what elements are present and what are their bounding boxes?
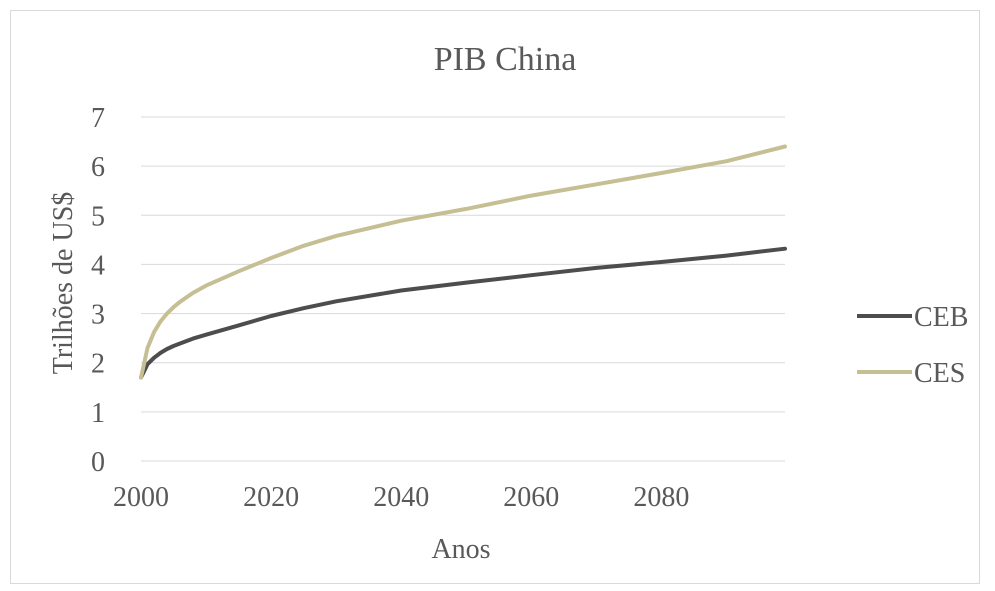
legend: CEB CES <box>857 302 968 389</box>
gridlines <box>141 116 785 462</box>
legend-label-ces: CES <box>914 358 965 389</box>
legend-label-ceb: CEB <box>914 302 968 333</box>
x-axis-title: Anos <box>431 534 490 565</box>
x-tick-label: 2080 <box>633 482 689 513</box>
y-tick-label: 6 <box>91 152 105 183</box>
series-line-ces <box>139 144 787 380</box>
series-line-ceb <box>139 246 787 380</box>
y-tick-label: 4 <box>91 250 105 281</box>
x-tick-label: 2040 <box>373 482 429 513</box>
x-tick-label: 2060 <box>503 482 559 513</box>
axis-ticks: 0 1 2 3 4 5 6 7 2000 2020 2040 2060 2080 <box>91 103 689 513</box>
chart-title: PIB China <box>434 41 577 78</box>
y-tick-label: 1 <box>91 398 105 429</box>
y-tick-label: 2 <box>91 349 105 380</box>
y-tick-label: 0 <box>91 447 105 478</box>
y-tick-label: 5 <box>91 201 105 232</box>
x-tick-label: 2020 <box>243 482 299 513</box>
series-lines <box>139 144 787 380</box>
y-tick-label: 3 <box>91 300 105 331</box>
y-tick-label: 7 <box>91 103 105 134</box>
y-axis-title: Trilhões de US$ <box>48 192 79 375</box>
chart-area <box>10 10 980 584</box>
x-tick-label: 2000 <box>113 482 169 513</box>
